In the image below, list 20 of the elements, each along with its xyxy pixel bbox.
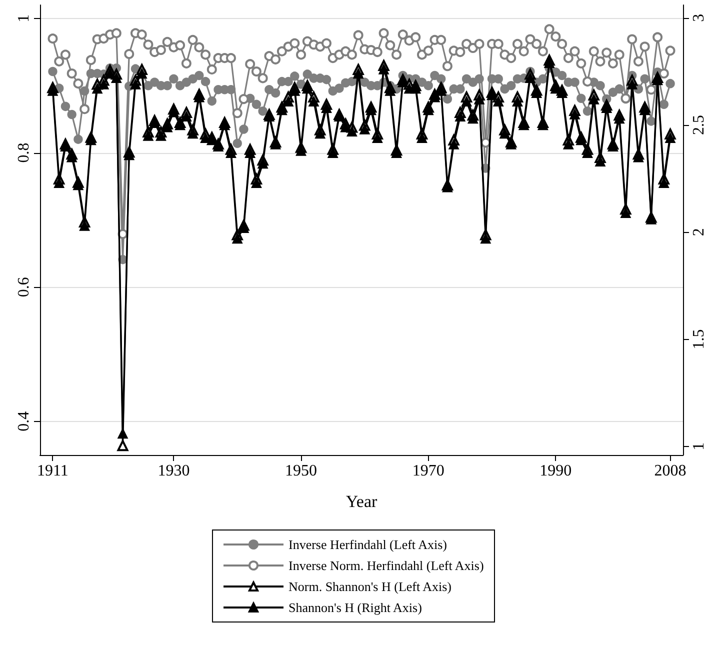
y-tick-label: 0.4 xyxy=(16,411,32,432)
x-axis-title: Year xyxy=(346,492,378,511)
legend-label: Inverse Norm. Herfindahl (Left Axis) xyxy=(288,558,484,573)
x-tick-label: 2008 xyxy=(654,462,686,480)
legend-label: Norm. Shannon's H (Left Axis) xyxy=(288,579,452,594)
x-tick-label: 1970 xyxy=(412,462,444,480)
y2-tick-label: 1 xyxy=(690,442,707,450)
legend-label: Shannon's H (Right Axis) xyxy=(288,600,422,615)
x-tick-label: 1950 xyxy=(285,462,318,480)
y2-tick-label: 2 xyxy=(690,228,707,236)
x-tick-label: 1911 xyxy=(37,462,68,480)
y2-tick-label: 1.5 xyxy=(690,329,707,350)
y2-tick-label: 3 xyxy=(690,14,707,22)
x-tick-label: 1930 xyxy=(158,462,190,480)
y-tick-label: 1 xyxy=(16,14,32,22)
y-tick-label: 0.6 xyxy=(16,277,32,298)
y-tick-label: 0.8 xyxy=(16,142,32,163)
legend-label: Inverse Herfindahl (Left Axis) xyxy=(288,537,447,552)
y2-tick-label: 2.5 xyxy=(690,115,707,135)
x-tick-label: 1990 xyxy=(540,462,572,480)
